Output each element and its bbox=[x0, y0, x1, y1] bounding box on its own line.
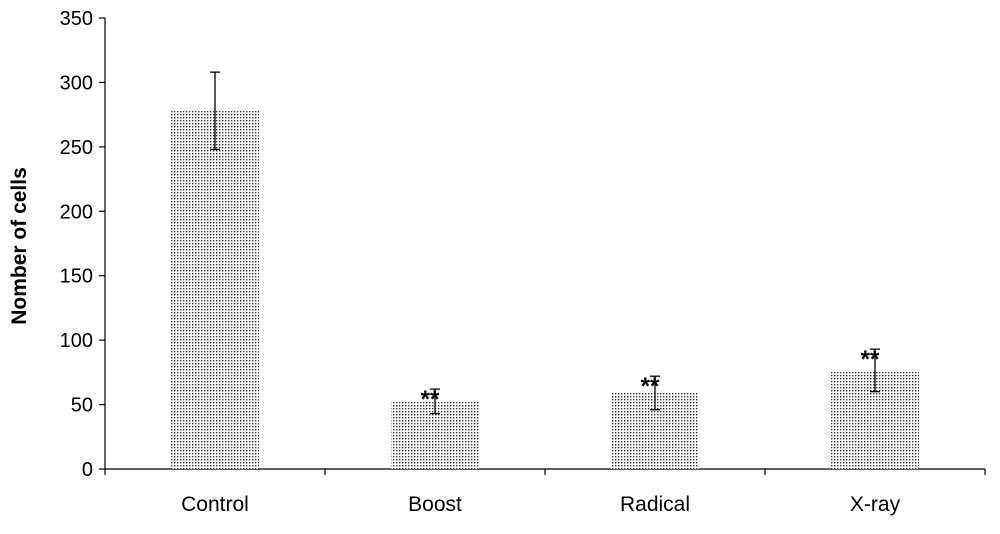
y-tick-label: 100 bbox=[60, 330, 93, 352]
y-tick-label: 350 bbox=[60, 8, 93, 30]
bar-control bbox=[171, 110, 259, 469]
significance-label: ** bbox=[861, 346, 880, 373]
y-axis-label: Nomber of cells bbox=[8, 167, 31, 325]
significance-label: ** bbox=[641, 373, 660, 400]
significance-label: ** bbox=[421, 386, 440, 413]
y-tick-label: 250 bbox=[60, 137, 93, 159]
x-tick-label: X-ray bbox=[850, 493, 901, 516]
y-tick-label: 200 bbox=[60, 201, 93, 223]
x-tick-label: Radical bbox=[620, 493, 690, 516]
y-tick-label: 50 bbox=[71, 395, 93, 417]
y-tick-label: 150 bbox=[60, 266, 93, 288]
x-tick-label: Control bbox=[181, 493, 249, 516]
y-tick-label: 300 bbox=[60, 72, 93, 94]
x-tick-label: Boost bbox=[408, 493, 462, 516]
y-tick-label: 0 bbox=[82, 459, 93, 481]
